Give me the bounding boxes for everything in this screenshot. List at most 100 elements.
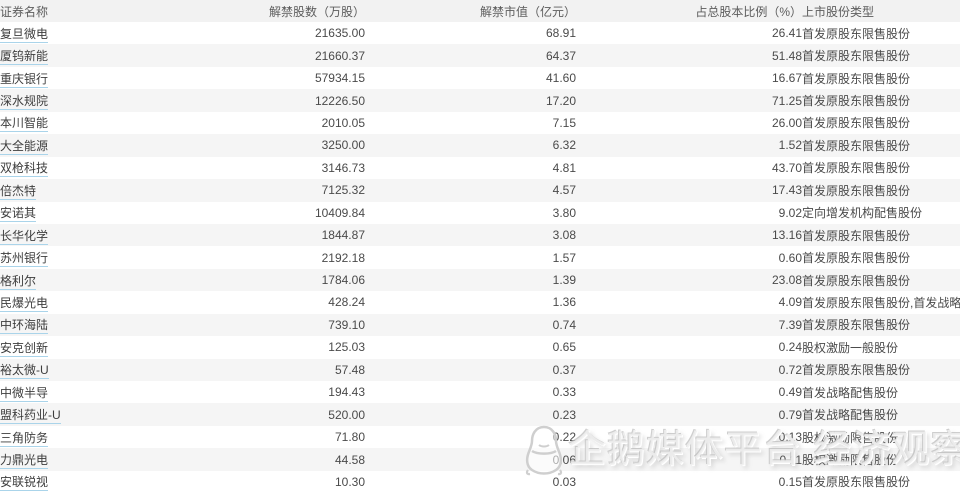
cell-pct: 43.70 (576, 156, 802, 180)
cell-shares: 21660.37 (220, 44, 365, 67)
cell-mktval: 17.20 (365, 89, 576, 112)
stock-name-link[interactable]: 重庆银行 (0, 71, 49, 88)
stock-name-link[interactable]: 本川智能 (0, 116, 49, 133)
cell-name: 安联锐视 (0, 470, 220, 491)
cell-mktval: 0.06 (365, 448, 576, 471)
cell-name: 中环海陆 (0, 313, 220, 337)
cell-mktval: 0.65 (365, 336, 576, 359)
stock-name-link[interactable]: 裕太微-U (0, 363, 49, 380)
cell-mktval: 0.22 (365, 425, 576, 449)
stock-name-link[interactable]: 复旦微电 (0, 26, 49, 43)
stock-name-link[interactable]: 民爆光电 (0, 295, 49, 312)
stock-name-link[interactable]: 格利尔 (0, 273, 37, 290)
cell-mktval: 3.08 (365, 223, 576, 247)
table-row: 中微半导 194.43 0.33 0.49 首发战略配售股份 (0, 381, 960, 404)
cell-type: 首发战略配售股份 (802, 403, 960, 426)
cell-name: 长华化学 (0, 223, 220, 247)
cell-pct: 26.00 (576, 111, 802, 135)
table-row: 本川智能 2010.05 7.15 26.00 首发原股东限售股份 (0, 111, 960, 135)
table-row: 双枪科技 3146.73 4.81 43.70 首发原股东限售股份 (0, 156, 960, 180)
cell-mktval: 3.80 (365, 201, 576, 224)
table-row: 力鼎光电 44.58 0.06 0.11 股权激励限售股份 (0, 448, 960, 471)
cell-name: 盟科药业-U (0, 403, 220, 426)
cell-mktval: 0.33 (365, 381, 576, 404)
stock-name-link[interactable]: 盟科药业-U (0, 408, 61, 425)
table-row: 三角防务 71.80 0.22 0.13 股权激励限售股份 (0, 425, 960, 449)
cell-type: 首发原股东限售股份 (802, 470, 960, 491)
stock-name-link[interactable]: 厦钨新能 (0, 49, 49, 66)
cell-name: 苏州银行 (0, 246, 220, 269)
stock-name-link[interactable]: 双枪科技 (0, 161, 49, 178)
cell-type: 首发原股东限售股份 (802, 44, 960, 67)
table-row: 复旦微电 21635.00 68.91 26.41 首发原股东限售股份 (0, 22, 960, 45)
cell-mktval: 0.37 (365, 358, 576, 381)
cell-pct: 71.25 (576, 89, 802, 112)
stock-name-link[interactable]: 安联锐视 (0, 475, 49, 491)
stock-name-link[interactable]: 中微半导 (0, 385, 49, 402)
cell-pct: 4.09 (576, 291, 802, 314)
table-header: 证券名称 解禁股数（万股） 解禁市值（亿元） 占总股本比例（%） 上市股份类型 (0, 0, 960, 22)
table-row: 安克创新 125.03 0.65 0.24 股权激励一般股份 (0, 336, 960, 359)
cell-type: 定向增发机构配售股份 (802, 201, 960, 224)
cell-pct: 0.11 (576, 448, 802, 471)
cell-shares: 428.24 (220, 291, 365, 314)
stock-name-link[interactable]: 力鼎光电 (0, 453, 49, 470)
cell-pct: 16.67 (576, 66, 802, 90)
cell-mktval: 41.60 (365, 66, 576, 90)
table-row: 中环海陆 739.10 0.74 7.39 首发原股东限售股份 (0, 313, 960, 337)
cell-mktval: 68.91 (365, 22, 576, 45)
table-row: 裕太微-U 57.48 0.37 0.72 首发原股东限售股份 (0, 358, 960, 381)
cell-pct: 9.02 (576, 201, 802, 224)
cell-type: 股权激励限售股份 (802, 448, 960, 471)
stock-name-link[interactable]: 三角防务 (0, 430, 49, 447)
cell-shares: 3250.00 (220, 134, 365, 157)
cell-mktval: 1.36 (365, 291, 576, 314)
column-header-name: 证券名称 (0, 0, 220, 22)
cell-mktval: 0.74 (365, 313, 576, 337)
cell-shares: 194.43 (220, 381, 365, 404)
cell-type: 首发原股东限售股份 (802, 246, 960, 269)
table-row: 重庆银行 57934.15 41.60 16.67 首发原股东限售股份 (0, 66, 960, 90)
cell-name: 力鼎光电 (0, 448, 220, 471)
stock-name-link[interactable]: 安克创新 (0, 340, 49, 357)
stock-name-link[interactable]: 安诺其 (0, 206, 37, 223)
table-row: 厦钨新能 21660.37 64.37 51.48 首发原股东限售股份 (0, 44, 960, 67)
cell-mktval: 0.23 (365, 403, 576, 426)
cell-shares: 1844.87 (220, 223, 365, 247)
cell-pct: 0.49 (576, 381, 802, 404)
cell-pct: 0.13 (576, 425, 802, 449)
table-row: 格利尔 1784.06 1.39 23.08 首发原股东限售股份 (0, 268, 960, 292)
stock-name-link[interactable]: 倍杰特 (0, 183, 37, 200)
cell-pct: 0.72 (576, 358, 802, 381)
cell-pct: 7.39 (576, 313, 802, 337)
cell-mktval: 4.81 (365, 156, 576, 180)
cell-name: 格利尔 (0, 268, 220, 292)
cell-name: 大全能源 (0, 134, 220, 157)
cell-pct: 26.41 (576, 22, 802, 45)
table-row: 盟科药业-U 520.00 0.23 0.79 首发战略配售股份 (0, 403, 960, 426)
table-row: 大全能源 3250.00 6.32 1.52 首发原股东限售股份 (0, 134, 960, 157)
column-header-shares: 解禁股数（万股） (220, 0, 365, 22)
cell-type: 首发原股东限售股份,首发战略配售股份 (802, 291, 960, 314)
stock-name-link[interactable]: 深水规院 (0, 94, 49, 111)
cell-shares: 57934.15 (220, 66, 365, 90)
table-row: 安诺其 10409.84 3.80 9.02 定向增发机构配售股份 (0, 201, 960, 224)
cell-type: 首发原股东限售股份 (802, 156, 960, 180)
stock-name-link[interactable]: 大全能源 (0, 138, 49, 155)
cell-pct: 0.79 (576, 403, 802, 426)
cell-mktval: 64.37 (365, 44, 576, 67)
column-header-mktval: 解禁市值（亿元） (365, 0, 576, 22)
cell-name: 中微半导 (0, 381, 220, 404)
cell-type: 首发原股东限售股份 (802, 134, 960, 157)
cell-pct: 0.60 (576, 246, 802, 269)
cell-type: 首发原股东限售股份 (802, 89, 960, 112)
cell-type: 首发原股东限售股份 (802, 268, 960, 292)
cell-type: 首发原股东限售股份 (802, 313, 960, 337)
stock-name-link[interactable]: 长华化学 (0, 228, 49, 245)
stock-name-link[interactable]: 中环海陆 (0, 318, 49, 335)
cell-type: 首发原股东限售股份 (802, 66, 960, 90)
cell-shares: 10409.84 (220, 201, 365, 224)
stock-name-link[interactable]: 苏州银行 (0, 251, 49, 268)
cell-mktval: 0.03 (365, 470, 576, 491)
